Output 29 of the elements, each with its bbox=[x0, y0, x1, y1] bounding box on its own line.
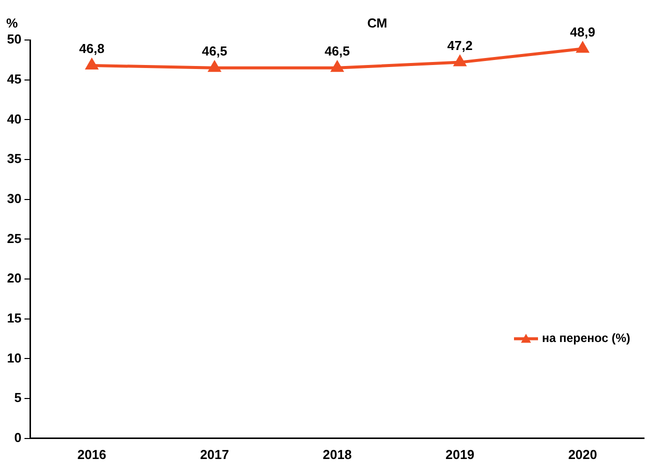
point bbox=[576, 42, 588, 53]
y-tick-label: 50 bbox=[6, 32, 22, 47]
x-tick-label: 2020 bbox=[568, 446, 598, 462]
x-tick-label: 2019 bbox=[445, 446, 474, 462]
x-tick-label: 2018 bbox=[322, 446, 352, 462]
y-tick-label: 0 bbox=[14, 430, 22, 445]
y-axis-title: % bbox=[6, 16, 18, 31]
y-tick-label: 40 bbox=[6, 111, 22, 126]
y-tick-label: 10 bbox=[6, 350, 22, 366]
y-tick-label: 30 bbox=[6, 190, 22, 206]
point bbox=[331, 61, 344, 72]
y-tick-label: 45 bbox=[6, 71, 22, 86]
data-label: 46,5 bbox=[202, 43, 228, 58]
y-tick-label: 5 bbox=[14, 390, 22, 406]
x-tick-label: 2016 bbox=[77, 446, 106, 462]
y-tick-label: 20 bbox=[6, 270, 22, 286]
data-label: 47,2 bbox=[447, 38, 473, 53]
y-tick-label: 15 bbox=[6, 310, 22, 326]
data-label: 46,5 bbox=[324, 43, 350, 58]
point bbox=[86, 59, 98, 70]
point bbox=[454, 56, 466, 66]
data-label: 48,9 bbox=[570, 24, 596, 40]
chart-title: СМ bbox=[367, 16, 388, 31]
point bbox=[208, 61, 220, 72]
x-tick-label: 2017 bbox=[200, 446, 229, 462]
data-label: 46,8 bbox=[79, 41, 104, 56]
legend-label: на перенос (%) bbox=[542, 331, 630, 346]
y-tick-label: 35 bbox=[6, 151, 22, 166]
y-tick-label: 25 bbox=[6, 230, 22, 246]
